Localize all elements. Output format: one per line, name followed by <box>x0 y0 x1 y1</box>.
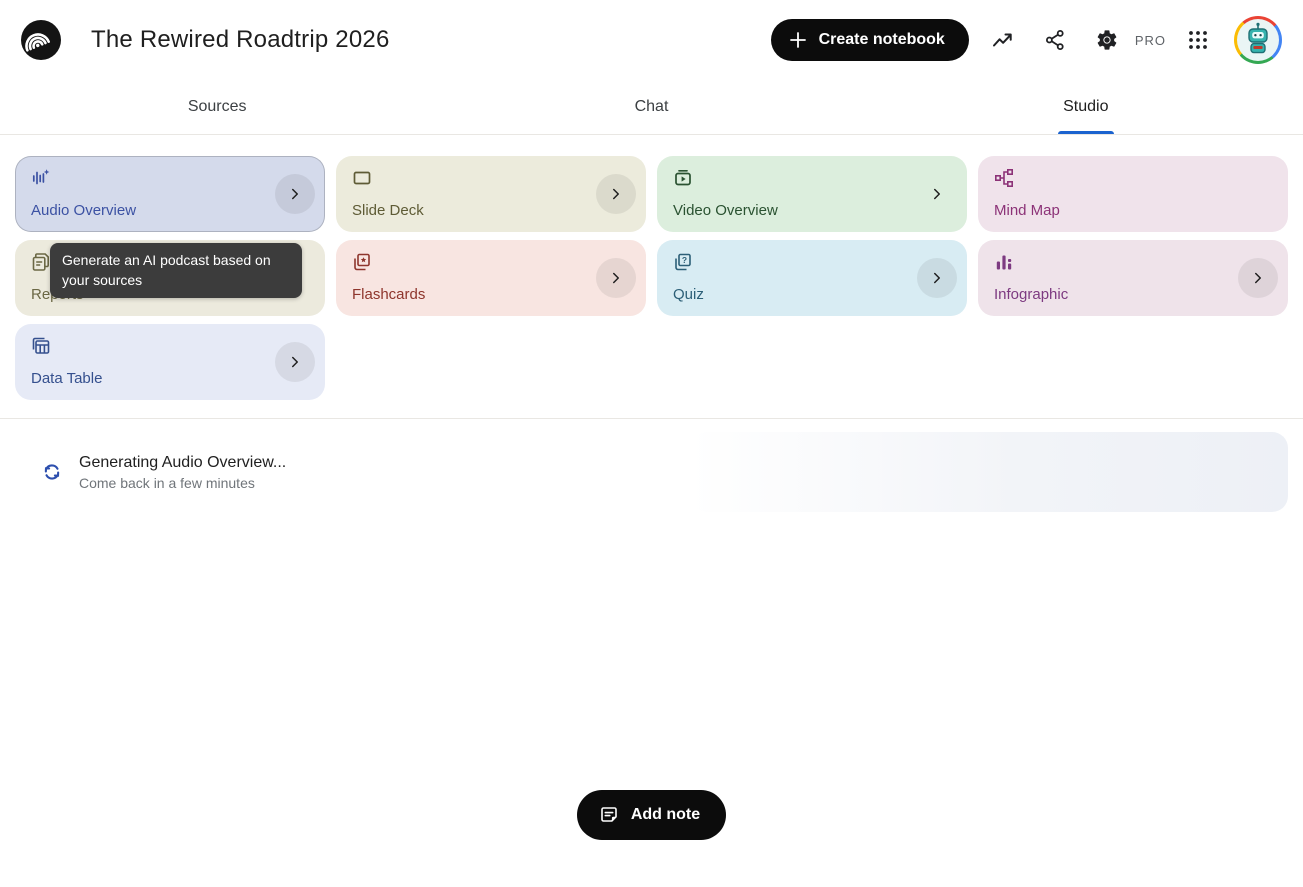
svg-text:?: ? <box>682 255 687 265</box>
generating-status-row: Generating Audio Overview... Come back i… <box>15 432 1288 512</box>
studio-cards-section: Audio Overview Slide Deck Video Overview <box>15 156 1288 400</box>
gear-icon <box>1097 30 1117 50</box>
studio-card-slide-deck[interactable]: Slide Deck <box>336 156 646 232</box>
tab-chat-label: Chat <box>634 98 669 115</box>
chevron-right-icon[interactable] <box>1238 258 1278 298</box>
studio-card-audio-overview[interactable]: Audio Overview <box>15 156 325 232</box>
analytics-button[interactable] <box>977 18 1029 62</box>
pro-badge: PRO <box>1134 32 1166 48</box>
sync-spinner-icon <box>38 458 66 486</box>
loading-skeleton <box>690 432 1288 512</box>
notebook-title[interactable]: The Rewired Roadtrip 2026 <box>91 26 390 53</box>
card-label: Mind Map <box>994 202 1060 219</box>
trending-up-icon <box>992 33 1012 47</box>
card-label: Slide Deck <box>352 202 424 219</box>
share-button[interactable] <box>1029 18 1081 62</box>
slide-deck-icon <box>352 168 372 188</box>
data-table-icon <box>31 336 51 356</box>
user-avatar[interactable] <box>1234 16 1282 64</box>
notebooklm-logo-icon[interactable] <box>21 20 61 60</box>
note-icon <box>601 807 617 822</box>
studio-card-mind-map[interactable]: Mind Map <box>978 156 1288 232</box>
audio-waveform-sparkle-icon <box>31 168 51 188</box>
audio-overview-tooltip: Generate an AI podcast based on your sou… <box>50 243 302 298</box>
tab-chat[interactable]: Chat <box>434 80 868 134</box>
tab-sources-label: Sources <box>187 98 247 115</box>
add-note-button[interactable]: Add note <box>576 790 727 840</box>
settings-button[interactable] <box>1081 18 1133 62</box>
studio-card-infographic[interactable]: Infographic <box>978 240 1288 316</box>
card-label: Audio Overview <box>31 202 137 219</box>
studio-card-quiz[interactable]: ? Quiz <box>657 240 967 316</box>
chevron-right-icon[interactable] <box>596 258 636 298</box>
chevron-right-icon[interactable] <box>596 174 636 214</box>
studio-card-flashcards[interactable]: Flashcards <box>336 240 646 316</box>
reports-icon <box>31 252 51 272</box>
studio-card-data-table[interactable]: Data Table <box>15 324 325 400</box>
studio-card-video-overview[interactable]: Video Overview <box>657 156 967 232</box>
generating-text-block: Generating Audio Overview... Come back i… <box>79 454 286 491</box>
add-note-label: Add note <box>630 806 701 823</box>
mind-map-icon <box>994 168 1014 188</box>
card-label: Video Overview <box>673 202 778 219</box>
generating-title: Generating Audio Overview... <box>79 453 287 471</box>
card-label: Quiz <box>673 286 704 303</box>
quiz-icon: ? <box>673 252 693 272</box>
apps-grid-icon <box>1189 31 1207 49</box>
app-header: The Rewired Roadtrip 2026 Create noteboo… <box>0 0 1303 80</box>
section-divider <box>0 418 1303 419</box>
create-notebook-button[interactable]: Create notebook <box>770 19 969 61</box>
infographic-icon <box>994 252 1014 272</box>
main-tabbar: Sources Chat Studio <box>0 80 1303 135</box>
avatar-robot-image <box>1237 19 1279 61</box>
plus-icon <box>789 32 806 48</box>
card-label: Data Table <box>31 370 103 387</box>
tab-sources[interactable]: Sources <box>0 80 434 134</box>
video-overview-icon <box>673 168 693 188</box>
studio-cards-grid: Audio Overview Slide Deck Video Overview <box>15 156 1288 400</box>
chevron-right-icon[interactable] <box>275 174 315 214</box>
create-notebook-label: Create notebook <box>818 31 945 48</box>
tab-studio-label: Studio <box>1063 98 1109 115</box>
google-apps-button[interactable] <box>1172 18 1224 62</box>
flashcards-icon <box>352 252 372 272</box>
generating-subtitle: Come back in a few minutes <box>79 474 255 491</box>
card-label: Infographic <box>994 286 1069 303</box>
tab-studio[interactable]: Studio <box>869 80 1303 134</box>
footer: Add note <box>0 790 1303 840</box>
chevron-right-icon[interactable] <box>275 342 315 382</box>
chevron-right-icon[interactable] <box>917 258 957 298</box>
chevron-right-icon[interactable] <box>917 174 957 214</box>
card-label: Flashcards <box>352 286 426 303</box>
share-icon <box>1045 30 1064 51</box>
